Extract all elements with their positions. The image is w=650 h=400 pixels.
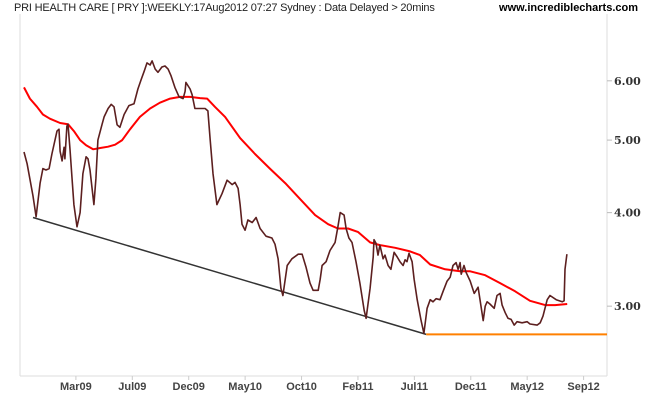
x-tick-label: Sep12 bbox=[567, 381, 599, 393]
y-tick-label: 5.00 bbox=[614, 134, 641, 147]
x-tick-label: Dec09 bbox=[173, 381, 205, 393]
x-tick-label: Dec11 bbox=[455, 381, 487, 393]
x-tick-label: May10 bbox=[228, 381, 262, 393]
down-trendline bbox=[32, 216, 427, 336]
x-tick-label: Oct10 bbox=[286, 381, 317, 393]
x-tick-label: Jul09 bbox=[118, 381, 146, 393]
x-tick-label: Feb11 bbox=[342, 381, 373, 393]
y-tick-label: 6.00 bbox=[614, 75, 641, 88]
y-tick-label: 4.00 bbox=[614, 207, 641, 220]
chart-title: PRI HEALTH CARE [ PRY ]:WEEKLY:17Aug2012… bbox=[14, 2, 435, 14]
y-tick-label: 3.00 bbox=[614, 300, 641, 313]
x-tick-label: Jul11 bbox=[401, 381, 429, 393]
moving-average-line bbox=[23, 86, 568, 307]
price-line bbox=[23, 60, 568, 335]
site-url[interactable]: www.incrediblecharts.com bbox=[499, 2, 638, 14]
x-tick-label: Mar09 bbox=[60, 381, 92, 393]
x-tick-label: May12 bbox=[510, 381, 544, 393]
